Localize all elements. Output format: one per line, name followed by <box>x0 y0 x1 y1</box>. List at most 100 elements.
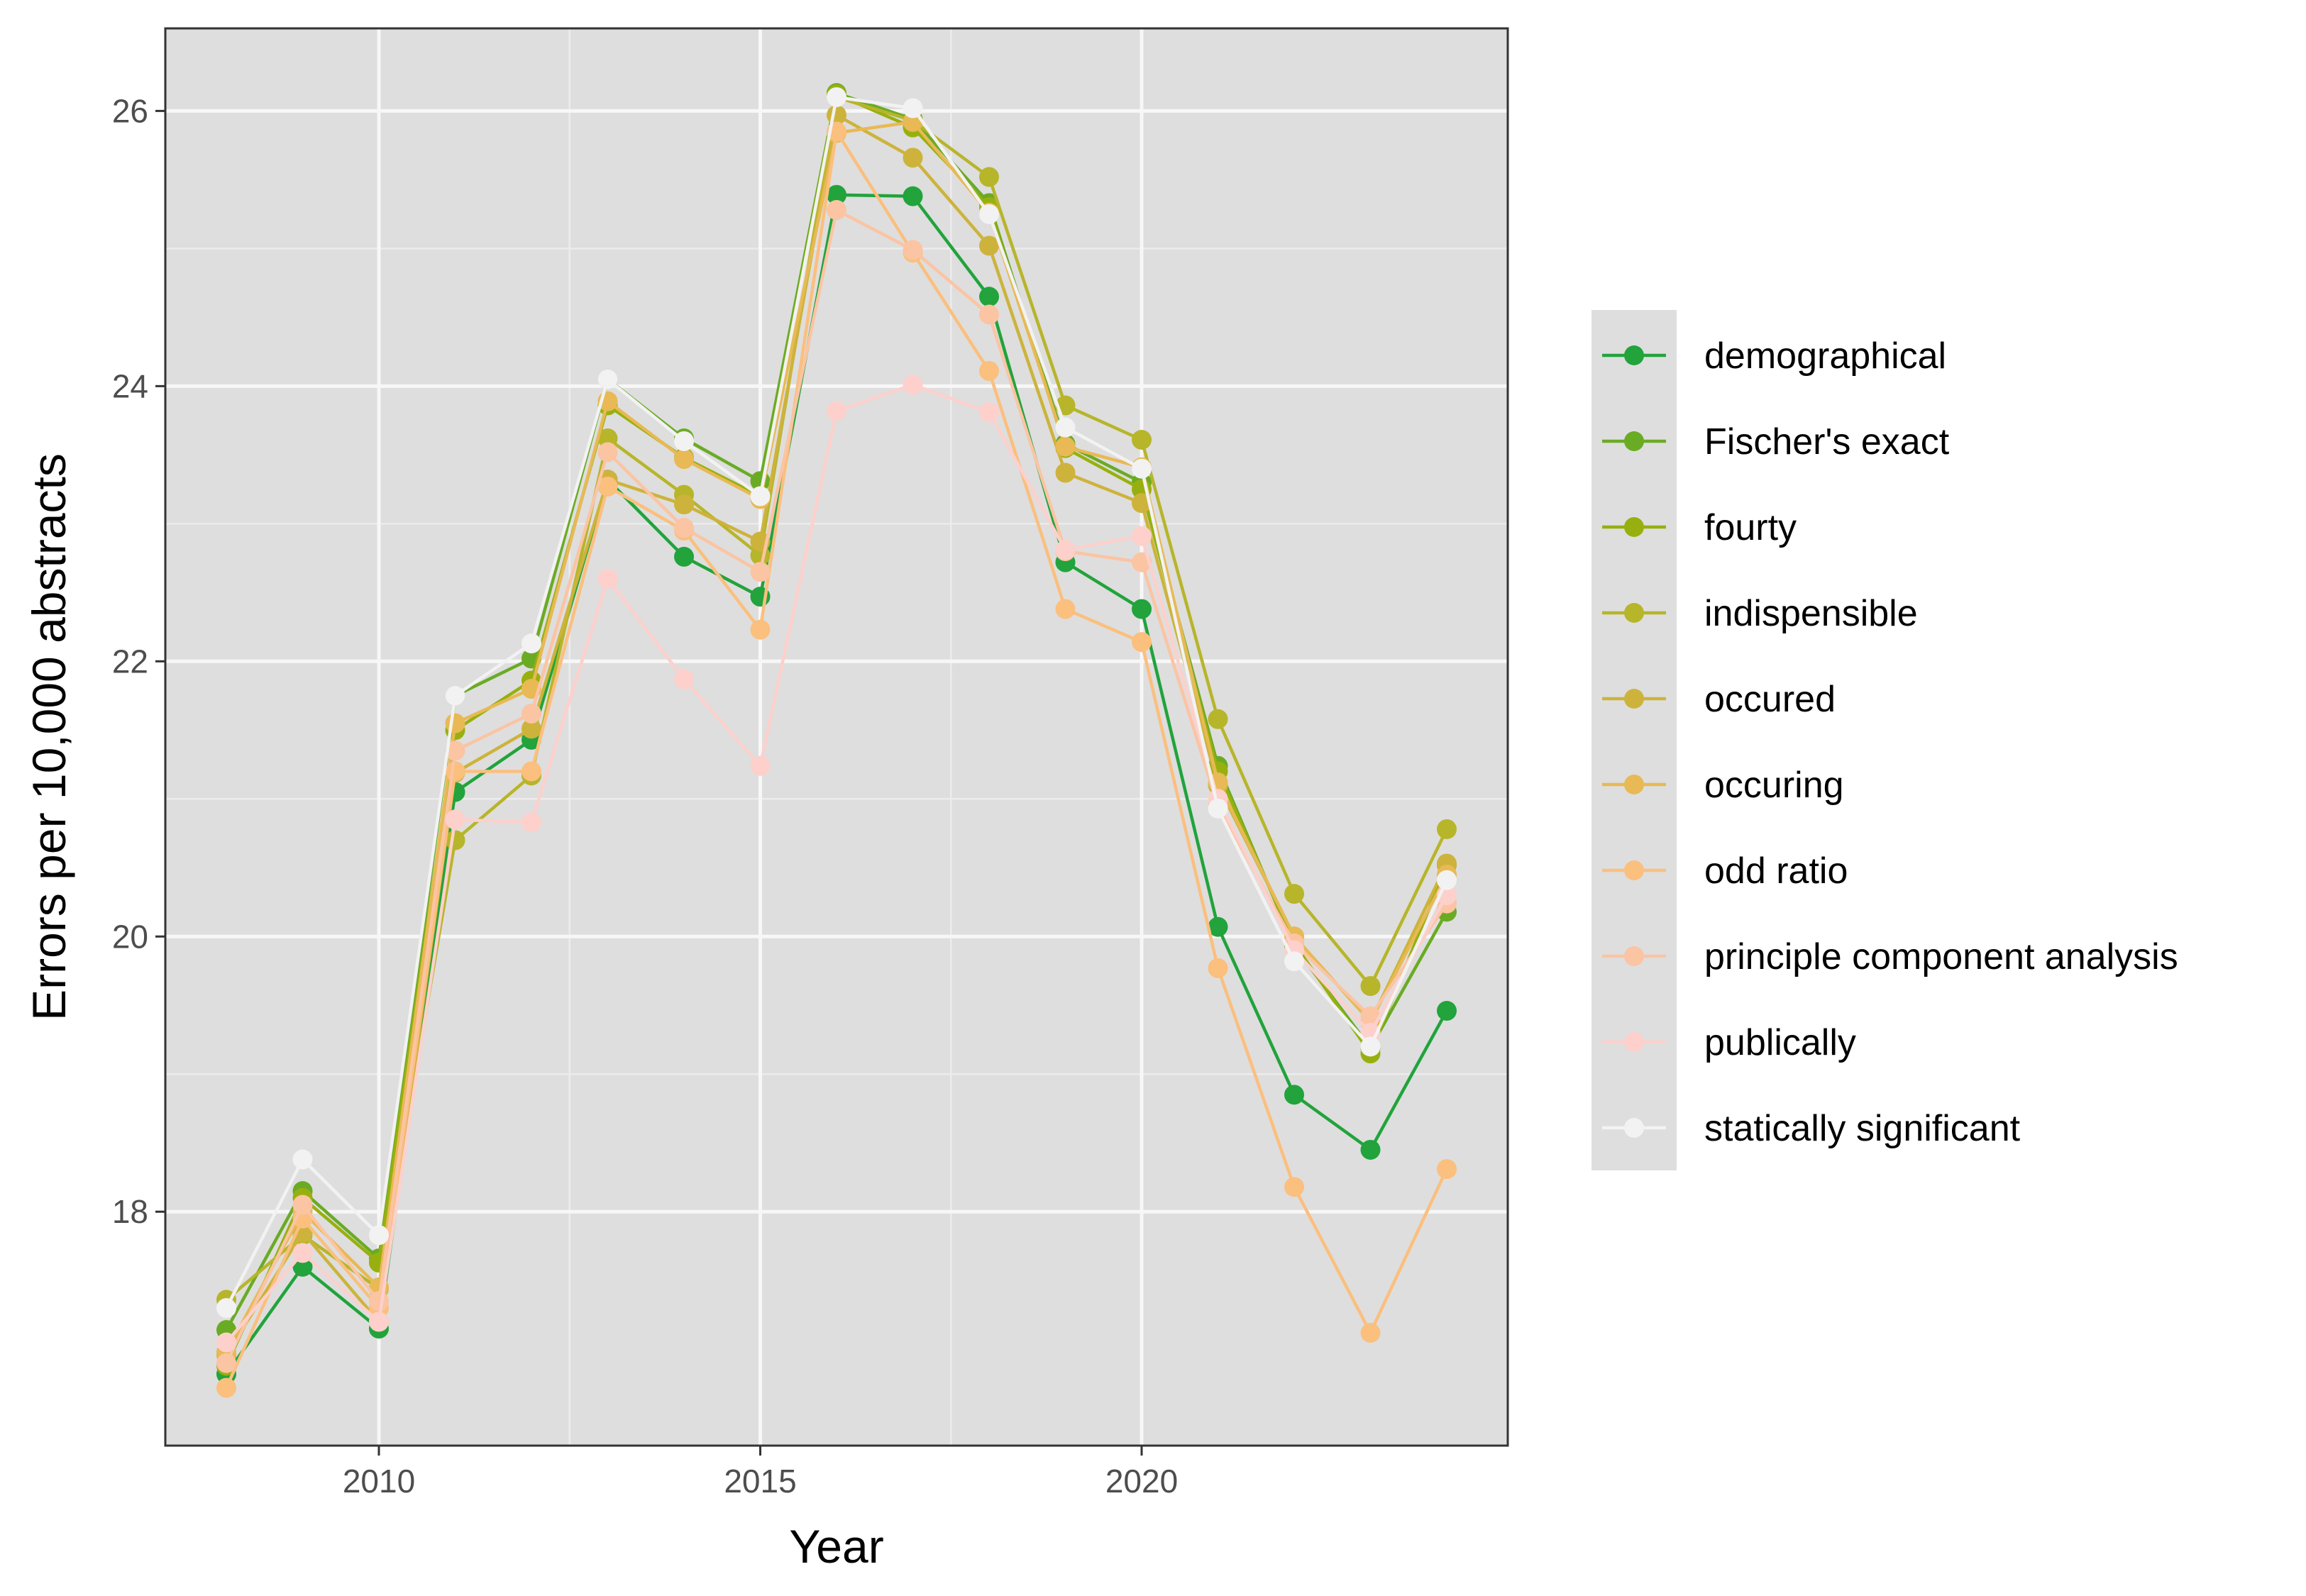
legend-label: statically significant <box>1704 1108 2021 1149</box>
data-point <box>979 204 999 224</box>
axis-ticks: 18 20 22 24 26 2010 2015 2020 <box>112 92 1178 1500</box>
data-point <box>1437 870 1457 890</box>
panel-background <box>165 28 1508 1446</box>
data-point <box>979 167 999 187</box>
data-point <box>903 240 923 260</box>
data-point <box>1132 526 1152 546</box>
y-tick-label: 26 <box>112 92 148 129</box>
legend-key-point <box>1624 946 1644 966</box>
data-point <box>1208 916 1228 937</box>
data-point <box>750 486 771 506</box>
data-point <box>1437 1159 1457 1180</box>
legend-key-point <box>1624 517 1644 537</box>
data-point <box>1055 436 1076 457</box>
data-point <box>1055 540 1076 560</box>
data-point <box>674 494 694 515</box>
data-point <box>216 1353 236 1373</box>
data-point <box>445 761 465 782</box>
data-point <box>674 449 694 470</box>
data-point <box>522 761 541 782</box>
data-point <box>1132 493 1152 514</box>
legend-item: statically significant <box>1602 1108 2021 1149</box>
legend-item: Fischer's exact <box>1602 421 1950 462</box>
x-tick-label: 2020 <box>1105 1463 1178 1500</box>
legend-key-point <box>1624 689 1644 709</box>
data-point <box>369 1312 389 1332</box>
data-point <box>1360 976 1381 997</box>
data-point <box>979 402 999 423</box>
legend-background <box>1591 310 1677 1170</box>
legend-item: fourty <box>1602 507 1797 548</box>
data-point <box>1360 1322 1381 1343</box>
data-point <box>1055 599 1076 619</box>
data-point <box>1208 958 1228 978</box>
data-point <box>674 431 694 451</box>
legend: demographical Fischer's exact fourty indisp… <box>1602 336 2178 1149</box>
x-axis-title: Year <box>789 1520 883 1573</box>
data-point <box>827 87 846 107</box>
legend-label: fourty <box>1704 507 1797 548</box>
x-tick-label: 2010 <box>343 1463 415 1500</box>
legend-key-point <box>1624 775 1644 794</box>
legend-item: demographical <box>1602 336 1946 377</box>
legend-item: occured <box>1602 679 1836 720</box>
legend-label: occuring <box>1704 765 1844 806</box>
legend-label: odd ratio <box>1704 850 1848 892</box>
data-point <box>1360 1139 1381 1160</box>
legend-label: demographical <box>1704 336 1946 377</box>
y-tick-label: 20 <box>112 918 148 955</box>
data-point <box>827 184 846 205</box>
legend-item: principle component analysis <box>1602 936 2178 977</box>
legend-item: odd ratio <box>1602 850 1848 892</box>
data-point <box>1437 819 1457 839</box>
legend-label: publically <box>1704 1022 1856 1063</box>
series-9 <box>216 87 1457 1319</box>
data-point <box>1208 709 1228 729</box>
data-point <box>369 1225 389 1246</box>
legend-item: publically <box>1602 1022 1856 1063</box>
data-point <box>522 812 541 833</box>
data-point <box>903 375 923 395</box>
gridlines <box>165 28 1508 1446</box>
data-point <box>522 719 541 739</box>
data-point <box>597 568 618 589</box>
data-point <box>445 809 465 830</box>
legend-label: principle component analysis <box>1704 936 2178 977</box>
data-point <box>292 1243 313 1263</box>
data-point <box>903 186 923 206</box>
legend-item: indispensible <box>1602 593 1918 634</box>
data-point <box>979 361 999 382</box>
data-point <box>522 633 541 654</box>
legend-label: Fischer's exact <box>1704 421 1950 462</box>
data-point <box>1284 1085 1304 1105</box>
data-point <box>445 685 465 706</box>
y-tick-label: 22 <box>112 643 148 680</box>
panel-border <box>164 27 1509 1447</box>
data-point <box>979 304 999 325</box>
data-point <box>674 518 694 538</box>
data-point <box>597 476 618 497</box>
data-point <box>445 741 465 761</box>
y-axis-title: Errors per 10,000 abstracts <box>23 453 75 1021</box>
data-point <box>903 98 923 118</box>
data-point <box>1284 884 1304 904</box>
legend-label: occured <box>1704 679 1836 720</box>
legend-key-point <box>1624 860 1644 880</box>
data-point <box>597 369 618 389</box>
data-point <box>1132 599 1152 619</box>
legend-key-point <box>1624 431 1644 451</box>
data-point <box>750 562 771 582</box>
series-lines <box>216 83 1457 1398</box>
legend-key-point <box>1624 603 1644 623</box>
data-point <box>1132 458 1152 479</box>
data-point <box>292 1149 313 1170</box>
y-tick-label: 24 <box>112 367 148 404</box>
y-tick-label: 18 <box>112 1193 148 1230</box>
data-point <box>1437 1001 1457 1021</box>
legend-key-point <box>1624 1032 1644 1052</box>
data-point <box>292 1256 313 1277</box>
legend-item: occuring <box>1602 765 1844 806</box>
data-point <box>216 1378 236 1398</box>
data-point <box>674 546 694 567</box>
